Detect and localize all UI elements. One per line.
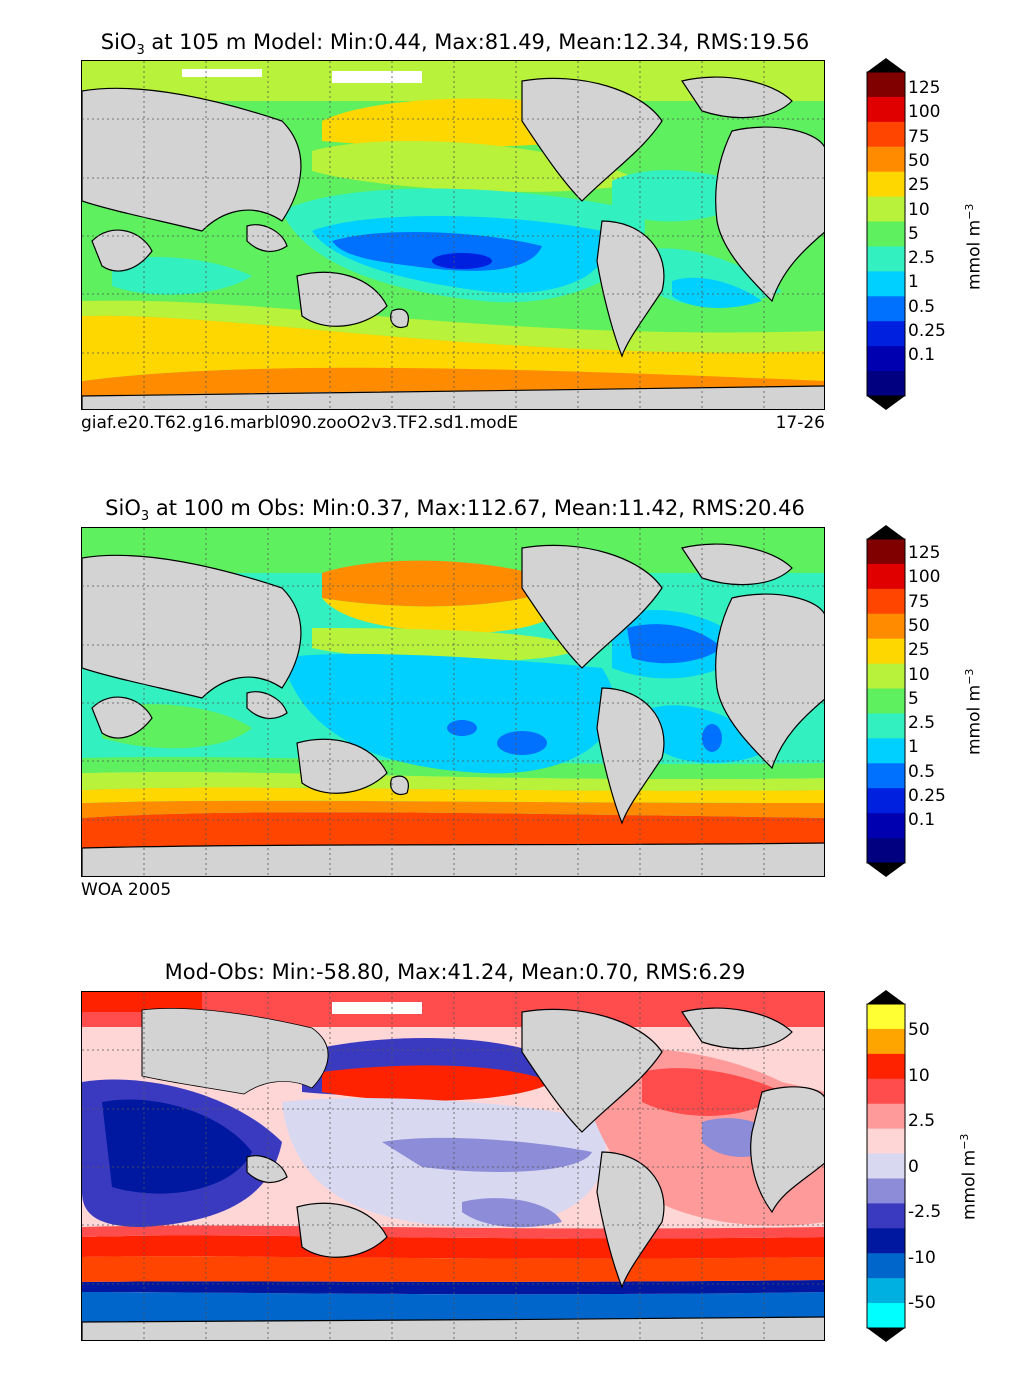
colorbar-tick-label: 10 <box>908 664 930 685</box>
colorbar-segment <box>867 246 905 272</box>
colorbar-tick-label: 25 <box>908 175 930 196</box>
colorbar-tick-label: 5 <box>908 223 919 244</box>
colorbar-diff <box>866 990 906 1342</box>
colorbar-tick-label: 2.5 <box>908 1111 936 1131</box>
colorbar-segment <box>867 1153 905 1179</box>
colorbar-model-unit: mmol m−3 <box>963 203 985 290</box>
colorbar-extend-bottom <box>867 1328 905 1342</box>
colorbar-segment <box>867 72 905 98</box>
colorbar-segment <box>867 713 905 739</box>
panel-model-title: SiO3 at 105 m Model: Min:0.44, Max:81.49… <box>100 30 810 59</box>
colorbar-tick-label: 0 <box>908 1156 919 1177</box>
colorbar-segment <box>867 1228 905 1254</box>
colorbar-tick-label: 1 <box>908 737 919 758</box>
map-model-sio3 <box>81 60 825 410</box>
colorbar-tick-label: 0.25 <box>908 321 946 341</box>
colorbar-segment <box>867 613 905 640</box>
colorbar-segment <box>867 663 905 690</box>
colorbar-segment <box>867 1103 905 1130</box>
colorbar-obs-unit: mmol m−3 <box>963 668 985 755</box>
colorbar-extend-bottom <box>867 396 905 410</box>
panel-diff-title: Mod-Obs: Min:-58.80, Max:41.24, Mean:0.7… <box>164 960 746 984</box>
colorbar-tick-label: 10 <box>908 1065 930 1086</box>
colorbar-segment <box>867 813 905 839</box>
colorbar-segment <box>867 738 905 764</box>
colorbar-segment <box>867 688 905 714</box>
colorbar-segment <box>867 1303 905 1329</box>
colorbar-segment <box>867 1278 905 1304</box>
colorbar-segment <box>867 539 905 565</box>
colorbar-tick-label: 2.5 <box>908 248 936 269</box>
colorbar-segment <box>867 763 905 789</box>
colorbar-tick-label: -10 <box>908 1247 936 1268</box>
colorbar-segment <box>867 588 905 615</box>
colorbar-tick-label: 10 <box>908 199 930 220</box>
colorbar-segment <box>867 788 905 814</box>
colorbar-tick-label: 100 <box>908 567 941 588</box>
colorbar-tick-label: 0.1 <box>908 810 936 831</box>
colorbar-tick-label: 0.5 <box>908 296 936 317</box>
colorbar-segment <box>867 1203 905 1229</box>
colorbar-tick-label: 75 <box>908 126 930 147</box>
colorbar-tick-label: 50 <box>908 150 930 171</box>
colorbar-obs <box>866 525 906 877</box>
panel-model-case-name: giaf.e20.T62.g16.marbl090.zooO2v3.TF2.sd… <box>81 413 519 433</box>
colorbar-tick-label: 0.1 <box>908 345 936 366</box>
colorbar-segment <box>867 1028 905 1055</box>
colorbar-segment <box>867 221 905 247</box>
panel-obs-title: SiO3 at 100 m Obs: Min:0.37, Max:112.67,… <box>105 496 805 525</box>
colorbar-model <box>866 58 906 410</box>
panel-obs-source: WOA 2005 <box>81 880 172 900</box>
colorbar-tick-label: 50 <box>908 615 930 636</box>
map-obs-sio3 <box>81 527 825 877</box>
colorbar-segment <box>867 146 905 173</box>
colorbar-tick-label: 0.5 <box>908 761 936 782</box>
colorbar-tick-label: 1 <box>908 272 919 293</box>
colorbar-tick-label: -2.5 <box>908 1202 942 1222</box>
colorbar-tick-label: 125 <box>908 78 941 98</box>
colorbar-segment <box>867 171 905 198</box>
colorbar-tick-label: 2.5 <box>908 713 936 734</box>
colorbar-segment <box>867 271 905 297</box>
colorbar-segment <box>867 838 905 864</box>
colorbar-extend-top <box>867 58 905 72</box>
colorbar-diff-unit: mmol m−3 <box>958 1133 980 1220</box>
colorbar-tick-label: 25 <box>908 640 930 661</box>
colorbar-segment <box>867 196 905 223</box>
colorbar-segment <box>867 1078 905 1105</box>
colorbar-tick-label: 125 <box>908 543 941 563</box>
colorbar-extend-top <box>867 525 905 539</box>
colorbar-segment <box>867 321 905 347</box>
colorbar-segment <box>867 346 905 372</box>
colorbar-extend-bottom <box>867 863 905 877</box>
colorbar-segment <box>867 1128 905 1155</box>
panel-model-years: 17-26 <box>775 413 825 433</box>
colorbar-segment <box>867 1178 905 1204</box>
colorbar-segment <box>867 563 905 590</box>
colorbar-tick-label: 100 <box>908 102 941 123</box>
colorbar-segment <box>867 638 905 665</box>
colorbar-tick-label: 75 <box>908 591 930 612</box>
colorbar-tick-label: 0.25 <box>908 786 946 806</box>
colorbar-tick-label: 50 <box>908 1020 930 1040</box>
colorbar-segment <box>867 121 905 148</box>
colorbar-segment <box>867 96 905 123</box>
colorbar-segment <box>867 1253 905 1279</box>
colorbar-segment <box>867 296 905 322</box>
colorbar-tick-label: -50 <box>908 1293 936 1313</box>
map-diff-sio3 <box>81 991 825 1341</box>
colorbar-tick-label: 5 <box>908 688 919 709</box>
colorbar-segment <box>867 371 905 397</box>
colorbar-extend-top <box>867 990 905 1004</box>
colorbar-segment <box>867 1053 905 1080</box>
colorbar-segment <box>867 1004 905 1030</box>
